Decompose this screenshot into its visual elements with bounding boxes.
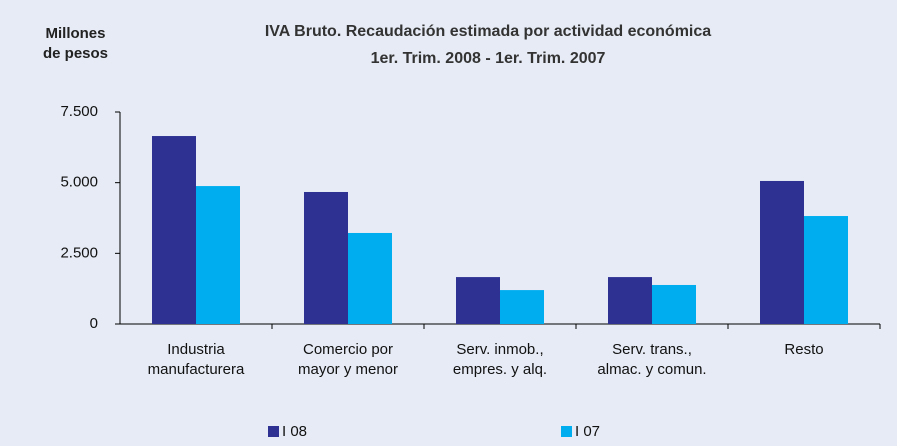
bar [348, 232, 392, 324]
bar [652, 284, 696, 324]
bar [456, 277, 500, 324]
x-tick-label: Resto [784, 341, 824, 358]
y-tick-label: 7.500 [60, 103, 98, 120]
legend-label: I 07 [575, 423, 600, 440]
legend-swatch [268, 426, 279, 437]
legend-label: I 08 [282, 423, 307, 440]
bar [760, 180, 804, 324]
x-tick-label: Serv. inmob., empres. y alq. [452, 341, 548, 378]
x-tick-label: Serv. trans., almac. y comun. [597, 341, 707, 378]
bar [152, 136, 196, 324]
bar [196, 186, 240, 324]
chart-title: IVA Bruto. Recaudación estimada por acti… [265, 23, 711, 40]
bar [500, 290, 544, 324]
x-tick-label: Comercio por mayor y menor [297, 341, 399, 378]
x-tick-label: Industria manufacturera [147, 341, 245, 378]
chart-subtitle: 1er. Trim. 2008 - 1er. Trim. 2007 [371, 50, 606, 67]
y-axis-label: Millones de pesos [42, 25, 109, 62]
y-tick-label: 2.500 [60, 244, 98, 261]
bar [304, 191, 348, 324]
y-tick-label: 5.000 [60, 174, 98, 191]
legend-swatch [561, 426, 572, 437]
bar [804, 216, 848, 324]
y-tick-label: 0 [90, 315, 98, 332]
bar [608, 277, 652, 324]
